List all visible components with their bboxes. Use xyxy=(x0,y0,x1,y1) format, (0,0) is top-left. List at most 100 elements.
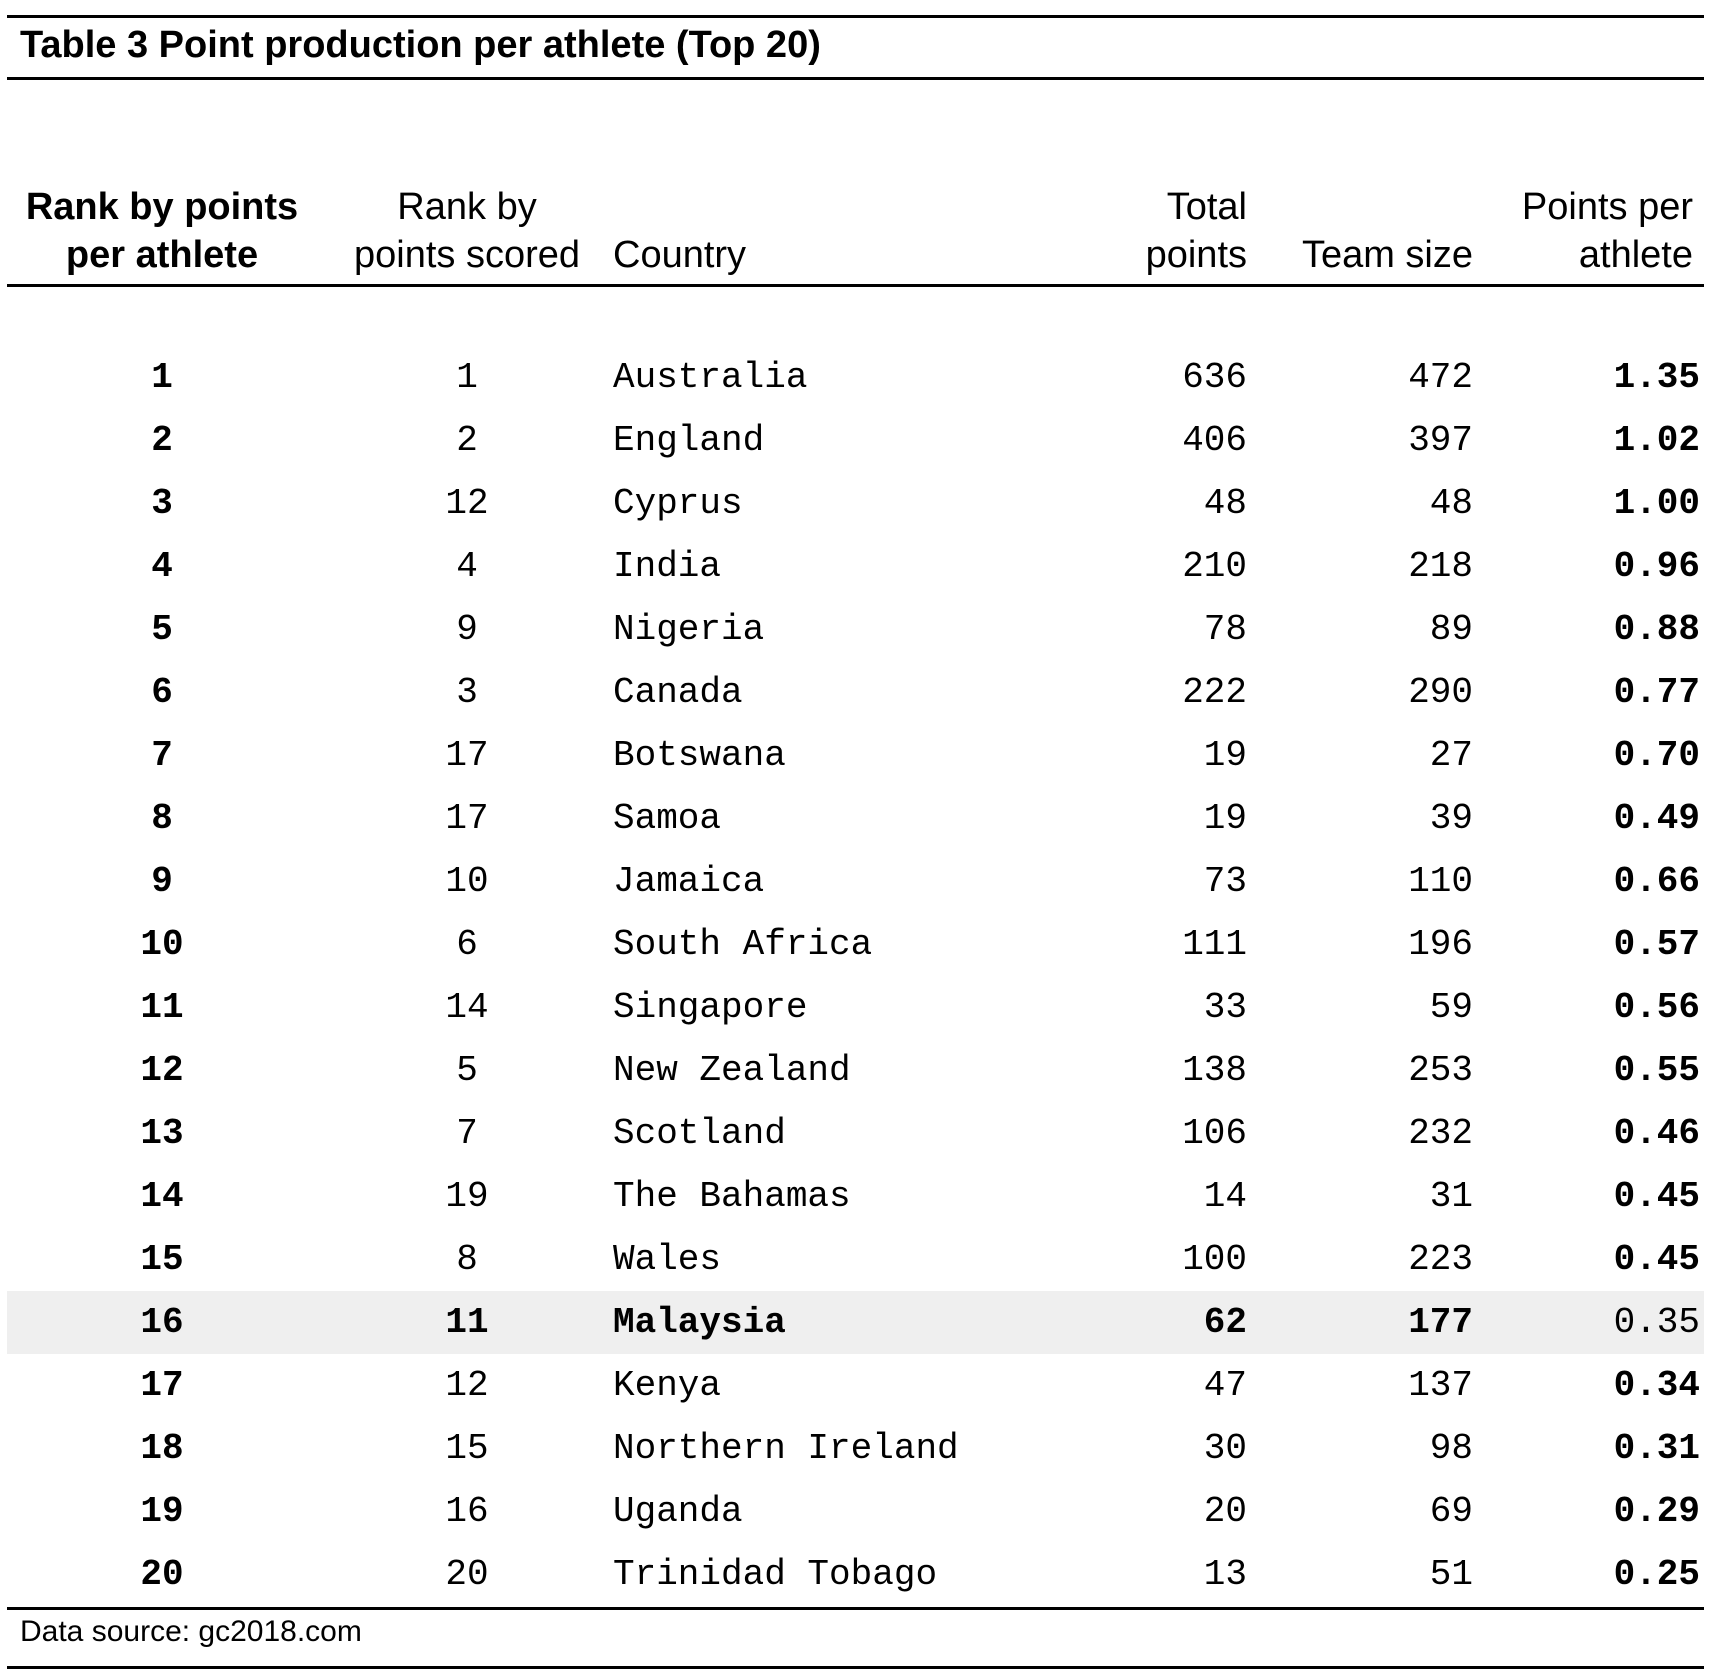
cell-team-size: 110 xyxy=(1408,861,1473,902)
cell-points-per-athlete: 0.57 xyxy=(1613,924,1700,965)
cell-country: Singapore xyxy=(613,987,808,1028)
header-total-line1: Total xyxy=(1166,186,1247,228)
cell-rank-per-athlete: 3 xyxy=(151,483,173,524)
cell-rank-per-athlete: 12 xyxy=(140,1050,184,1091)
cell-points-per-athlete: 0.34 xyxy=(1613,1365,1700,1406)
cell-points-per-athlete: 0.45 xyxy=(1613,1239,1700,1280)
cell-team-size: 27 xyxy=(1429,735,1473,776)
table-row: 17 12 Kenya 47 137 0.34 xyxy=(7,1354,1704,1417)
cell-rank-per-athlete: 16 xyxy=(140,1302,184,1343)
table-row: 2 2 England 406 397 1.02 xyxy=(7,409,1704,472)
table-row: 9 10 Jamaica 73 110 0.66 xyxy=(7,850,1704,913)
cell-rank-points-scored: 12 xyxy=(445,483,489,524)
header-ppa-line1: Points per xyxy=(1521,186,1693,228)
cell-total-points: 47 xyxy=(1203,1365,1247,1406)
cell-country: Trinidad Tobago xyxy=(613,1554,938,1595)
cell-total-points: 100 xyxy=(1182,1239,1247,1280)
cell-rank-per-athlete: 19 xyxy=(140,1491,184,1532)
cell-rank-points-scored: 11 xyxy=(445,1302,489,1343)
cell-country: India xyxy=(613,546,722,587)
cell-team-size: 196 xyxy=(1408,924,1473,965)
cell-team-size: 59 xyxy=(1429,987,1473,1028)
cell-country: Uganda xyxy=(613,1491,743,1532)
table-row-highlighted: 16 11 Malaysia 62 177 0.35 xyxy=(7,1291,1704,1354)
cell-rank-per-athlete: 20 xyxy=(140,1554,184,1595)
cell-country: Canada xyxy=(613,672,743,713)
cell-country: Australia xyxy=(613,357,808,398)
cell-country: Botswana xyxy=(613,735,786,776)
cell-rank-points-scored: 5 xyxy=(456,1050,478,1091)
cell-points-per-athlete: 1.35 xyxy=(1613,357,1700,398)
cell-rank-per-athlete: 1 xyxy=(151,357,173,398)
cell-points-per-athlete: 0.96 xyxy=(1613,546,1700,587)
cell-rank-per-athlete: 2 xyxy=(151,420,173,461)
table-row: 5 9 Nigeria 78 89 0.88 xyxy=(7,598,1704,661)
header-total-line2: points xyxy=(1145,234,1247,276)
cell-rank-points-scored: 17 xyxy=(445,735,489,776)
cell-country: Wales xyxy=(613,1239,722,1280)
cell-total-points: 14 xyxy=(1203,1176,1247,1217)
cell-total-points: 222 xyxy=(1182,672,1247,713)
table-row: 6 3 Canada 222 290 0.77 xyxy=(7,661,1704,724)
table-row: 11 14 Singapore 33 59 0.56 xyxy=(7,976,1704,1039)
cell-rank-per-athlete: 5 xyxy=(151,609,173,650)
cell-country: England xyxy=(613,420,765,461)
cell-team-size: 397 xyxy=(1408,420,1473,461)
table-row: 1 1 Australia 636 472 1.35 xyxy=(7,346,1704,409)
cell-rank-per-athlete: 9 xyxy=(151,861,173,902)
cell-rank-points-scored: 14 xyxy=(445,987,489,1028)
cell-rank-per-athlete: 13 xyxy=(140,1113,184,1154)
bottom-rule xyxy=(7,1607,1704,1610)
cell-rank-points-scored: 16 xyxy=(445,1491,489,1532)
table-title: Table 3 Point production per athlete (To… xyxy=(20,24,821,66)
table-row: 10 6 South Africa 111 196 0.57 xyxy=(7,913,1704,976)
cell-points-per-athlete: 0.46 xyxy=(1613,1113,1700,1154)
cell-points-per-athlete: 0.45 xyxy=(1613,1176,1700,1217)
cell-rank-points-scored: 6 xyxy=(456,924,478,965)
cell-points-per-athlete: 1.02 xyxy=(1613,420,1700,461)
cell-total-points: 73 xyxy=(1203,861,1247,902)
top-rule xyxy=(7,15,1704,18)
header-total-points: Total points xyxy=(1047,183,1247,279)
cell-total-points: 19 xyxy=(1203,735,1247,776)
table-body: 1 1 Australia 636 472 1.35 2 2 England 406 397 1.02… xyxy=(7,346,1704,1606)
cell-country: New Zealand xyxy=(613,1050,851,1091)
cell-team-size: 232 xyxy=(1408,1113,1473,1154)
table-row: 4 4 India 210 218 0.96 xyxy=(7,535,1704,598)
cell-team-size: 253 xyxy=(1408,1050,1473,1091)
cell-total-points: 138 xyxy=(1182,1050,1247,1091)
cell-rank-per-athlete: 15 xyxy=(140,1239,184,1280)
cell-rank-points-scored: 2 xyxy=(456,420,478,461)
cell-rank-points-scored: 3 xyxy=(456,672,478,713)
cell-points-per-athlete: 0.66 xyxy=(1613,861,1700,902)
cell-rank-per-athlete: 14 xyxy=(140,1176,184,1217)
cell-team-size: 31 xyxy=(1429,1176,1473,1217)
table-row: 14 19 The Bahamas 14 31 0.45 xyxy=(7,1165,1704,1228)
title-rule xyxy=(7,77,1704,80)
cell-points-per-athlete: 0.88 xyxy=(1613,609,1700,650)
cell-points-per-athlete: 0.29 xyxy=(1613,1491,1700,1532)
cell-rank-points-scored: 9 xyxy=(456,609,478,650)
cell-points-per-athlete: 0.56 xyxy=(1613,987,1700,1028)
cell-total-points: 20 xyxy=(1203,1491,1247,1532)
cell-team-size: 39 xyxy=(1429,798,1473,839)
cell-team-size: 290 xyxy=(1408,672,1473,713)
cell-total-points: 30 xyxy=(1203,1428,1247,1469)
cell-country: Malaysia xyxy=(613,1302,786,1343)
cell-country: Northern Ireland xyxy=(613,1428,959,1469)
cell-team-size: 218 xyxy=(1408,546,1473,587)
cell-points-per-athlete: 0.55 xyxy=(1613,1050,1700,1091)
cell-rank-per-athlete: 7 xyxy=(151,735,173,776)
cell-country: Jamaica xyxy=(613,861,765,902)
header-ppa-line2: athlete xyxy=(1578,234,1693,276)
data-source-note: Data source: gc2018.com xyxy=(20,1615,362,1648)
header-rank-line1: Rank by points xyxy=(25,186,299,228)
table-row: 13 7 Scotland 106 232 0.46 xyxy=(7,1102,1704,1165)
cell-rank-points-scored: 20 xyxy=(445,1554,489,1595)
cell-rank-per-athlete: 11 xyxy=(140,987,184,1028)
cell-total-points: 636 xyxy=(1182,357,1247,398)
cell-team-size: 472 xyxy=(1408,357,1473,398)
cell-points-per-athlete: 1.00 xyxy=(1613,483,1700,524)
cell-total-points: 406 xyxy=(1182,420,1247,461)
cell-total-points: 33 xyxy=(1203,987,1247,1028)
